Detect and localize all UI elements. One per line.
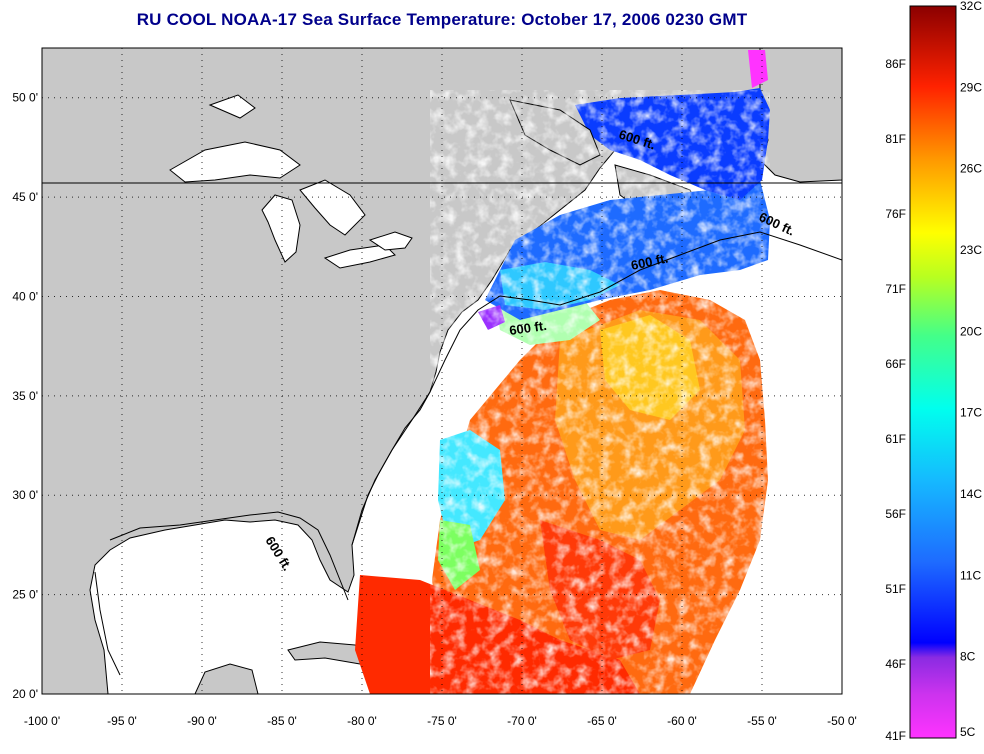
longitude-tick-label: -60 0' xyxy=(667,714,697,728)
colorbar-fahrenheit-label: 56F xyxy=(885,507,906,521)
longitude-tick-label: -85 0' xyxy=(267,714,297,728)
colorbar-fahrenheit-label: 51F xyxy=(885,582,906,596)
isobath-600ft-contour xyxy=(109,231,842,601)
colorbar-celsius-label: 26C xyxy=(960,162,982,176)
longitude-tick-labels: -100 0' -95 0' -90 0' -85 0' -80 0' -75 0' -70… xyxy=(24,714,857,728)
latitude-tick-label: 40 0' xyxy=(12,289,38,303)
latitude-tick-label: 20 0' xyxy=(12,687,38,701)
yucatan-peninsula xyxy=(194,663,259,694)
contour-label-midatlantic: 600 ft. xyxy=(508,318,547,338)
map-frame xyxy=(41,47,843,695)
colorbar-fahrenheit-label: 71F xyxy=(885,282,906,296)
longitude-tick-label: -90 0' xyxy=(187,714,217,728)
colorbar xyxy=(909,5,957,739)
colorbar-fahrenheit-label: 76F xyxy=(885,207,906,221)
longitude-tick-label: -65 0' xyxy=(587,714,617,728)
lat-lon-grid xyxy=(42,48,842,694)
colorbar-celsius-label: 20C xyxy=(960,324,982,338)
sst-data-field xyxy=(355,50,770,694)
colorbar-celsius-label: 17C xyxy=(960,406,982,420)
latitude-tick-label: 35 0' xyxy=(12,389,38,403)
colorbar-fahrenheit-label: 66F xyxy=(885,357,906,371)
latitude-tick-labels: 20 0' 25 0' 30 0' 35 0' 40 0' 45 0' 50 0' xyxy=(12,91,38,701)
colorbar-celsius-label: 23C xyxy=(960,243,982,257)
colorbar-celsius-label: 32C xyxy=(960,0,982,13)
colorbar-celsius-label: 11C xyxy=(960,568,981,582)
colorbar-celsius-label: 5C xyxy=(960,725,976,739)
latitude-tick-label: 45 0' xyxy=(12,190,38,204)
latitude-tick-label: 30 0' xyxy=(12,488,38,502)
great-lakes xyxy=(169,94,413,269)
colorbar-fahrenheit-label: 86F xyxy=(885,57,906,71)
latitude-tick-label: 50 0' xyxy=(12,91,38,105)
colorbar-fahrenheit-label: 41F xyxy=(885,729,906,743)
longitude-tick-label: -80 0' xyxy=(347,714,377,728)
colorbar-fahrenheit-label: 61F xyxy=(885,432,906,446)
colorbar-fahrenheit-labels: 86F 81F 76F 71F 66F 61F 56F 51F 46F 41F xyxy=(885,57,906,743)
longitude-tick-label: -70 0' xyxy=(507,714,537,728)
longitude-tick-label: -95 0' xyxy=(107,714,137,728)
colorbar-fahrenheit-label: 81F xyxy=(885,132,906,146)
map-area xyxy=(42,48,842,694)
colorbar-fahrenheit-label: 46F xyxy=(885,657,906,671)
colorbar-celsius-label: 8C xyxy=(960,650,976,664)
colorbar-celsius-label: 29C xyxy=(960,80,982,94)
colorbar-celsius-label: 14C xyxy=(960,487,982,501)
latitude-tick-label: 25 0' xyxy=(12,588,38,602)
colorbar-celsius-labels: 32C 29C 26C 23C 20C 17C 14C 11C 8C 5C xyxy=(960,0,982,739)
longitude-tick-label: -100 0' xyxy=(24,714,60,728)
longitude-tick-label: -50 0' xyxy=(827,714,857,728)
isobath-600ft-contour-gulf xyxy=(94,571,121,676)
longitude-tick-label: -55 0' xyxy=(747,714,777,728)
map-title: RU COOL NOAA-17 Sea Surface Temperature:… xyxy=(136,10,748,29)
longitude-tick-label: -75 0' xyxy=(427,714,457,728)
